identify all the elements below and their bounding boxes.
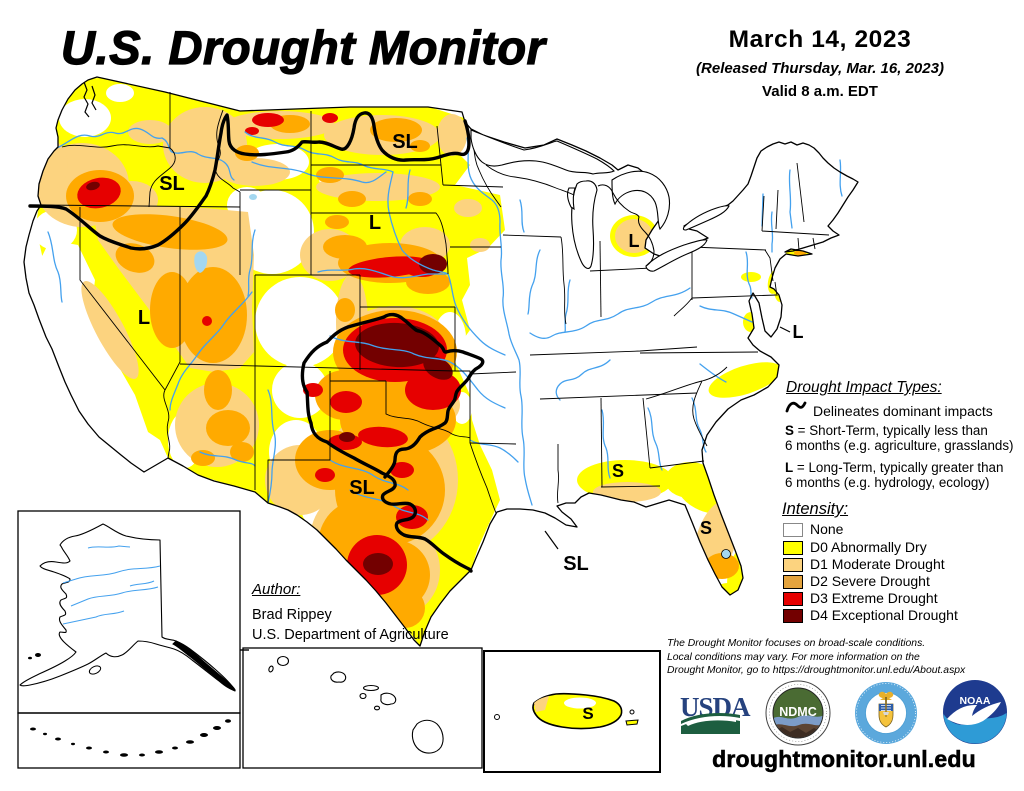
svg-text:NDMC: NDMC (779, 705, 817, 719)
svg-text:SL: SL (349, 477, 375, 499)
svg-text:NOAA: NOAA (960, 695, 991, 707)
svg-text:SL: SL (392, 131, 418, 153)
svg-text:L: L (629, 231, 640, 251)
svg-text:L: L (369, 212, 381, 234)
svg-text:L: L (793, 322, 804, 342)
svg-text:SL: SL (563, 553, 589, 575)
svg-text:S: S (612, 461, 624, 481)
svg-text:SL: SL (159, 173, 185, 195)
svg-text:S: S (700, 518, 712, 538)
svg-text:S: S (582, 704, 593, 723)
svg-text:L: L (138, 307, 150, 329)
